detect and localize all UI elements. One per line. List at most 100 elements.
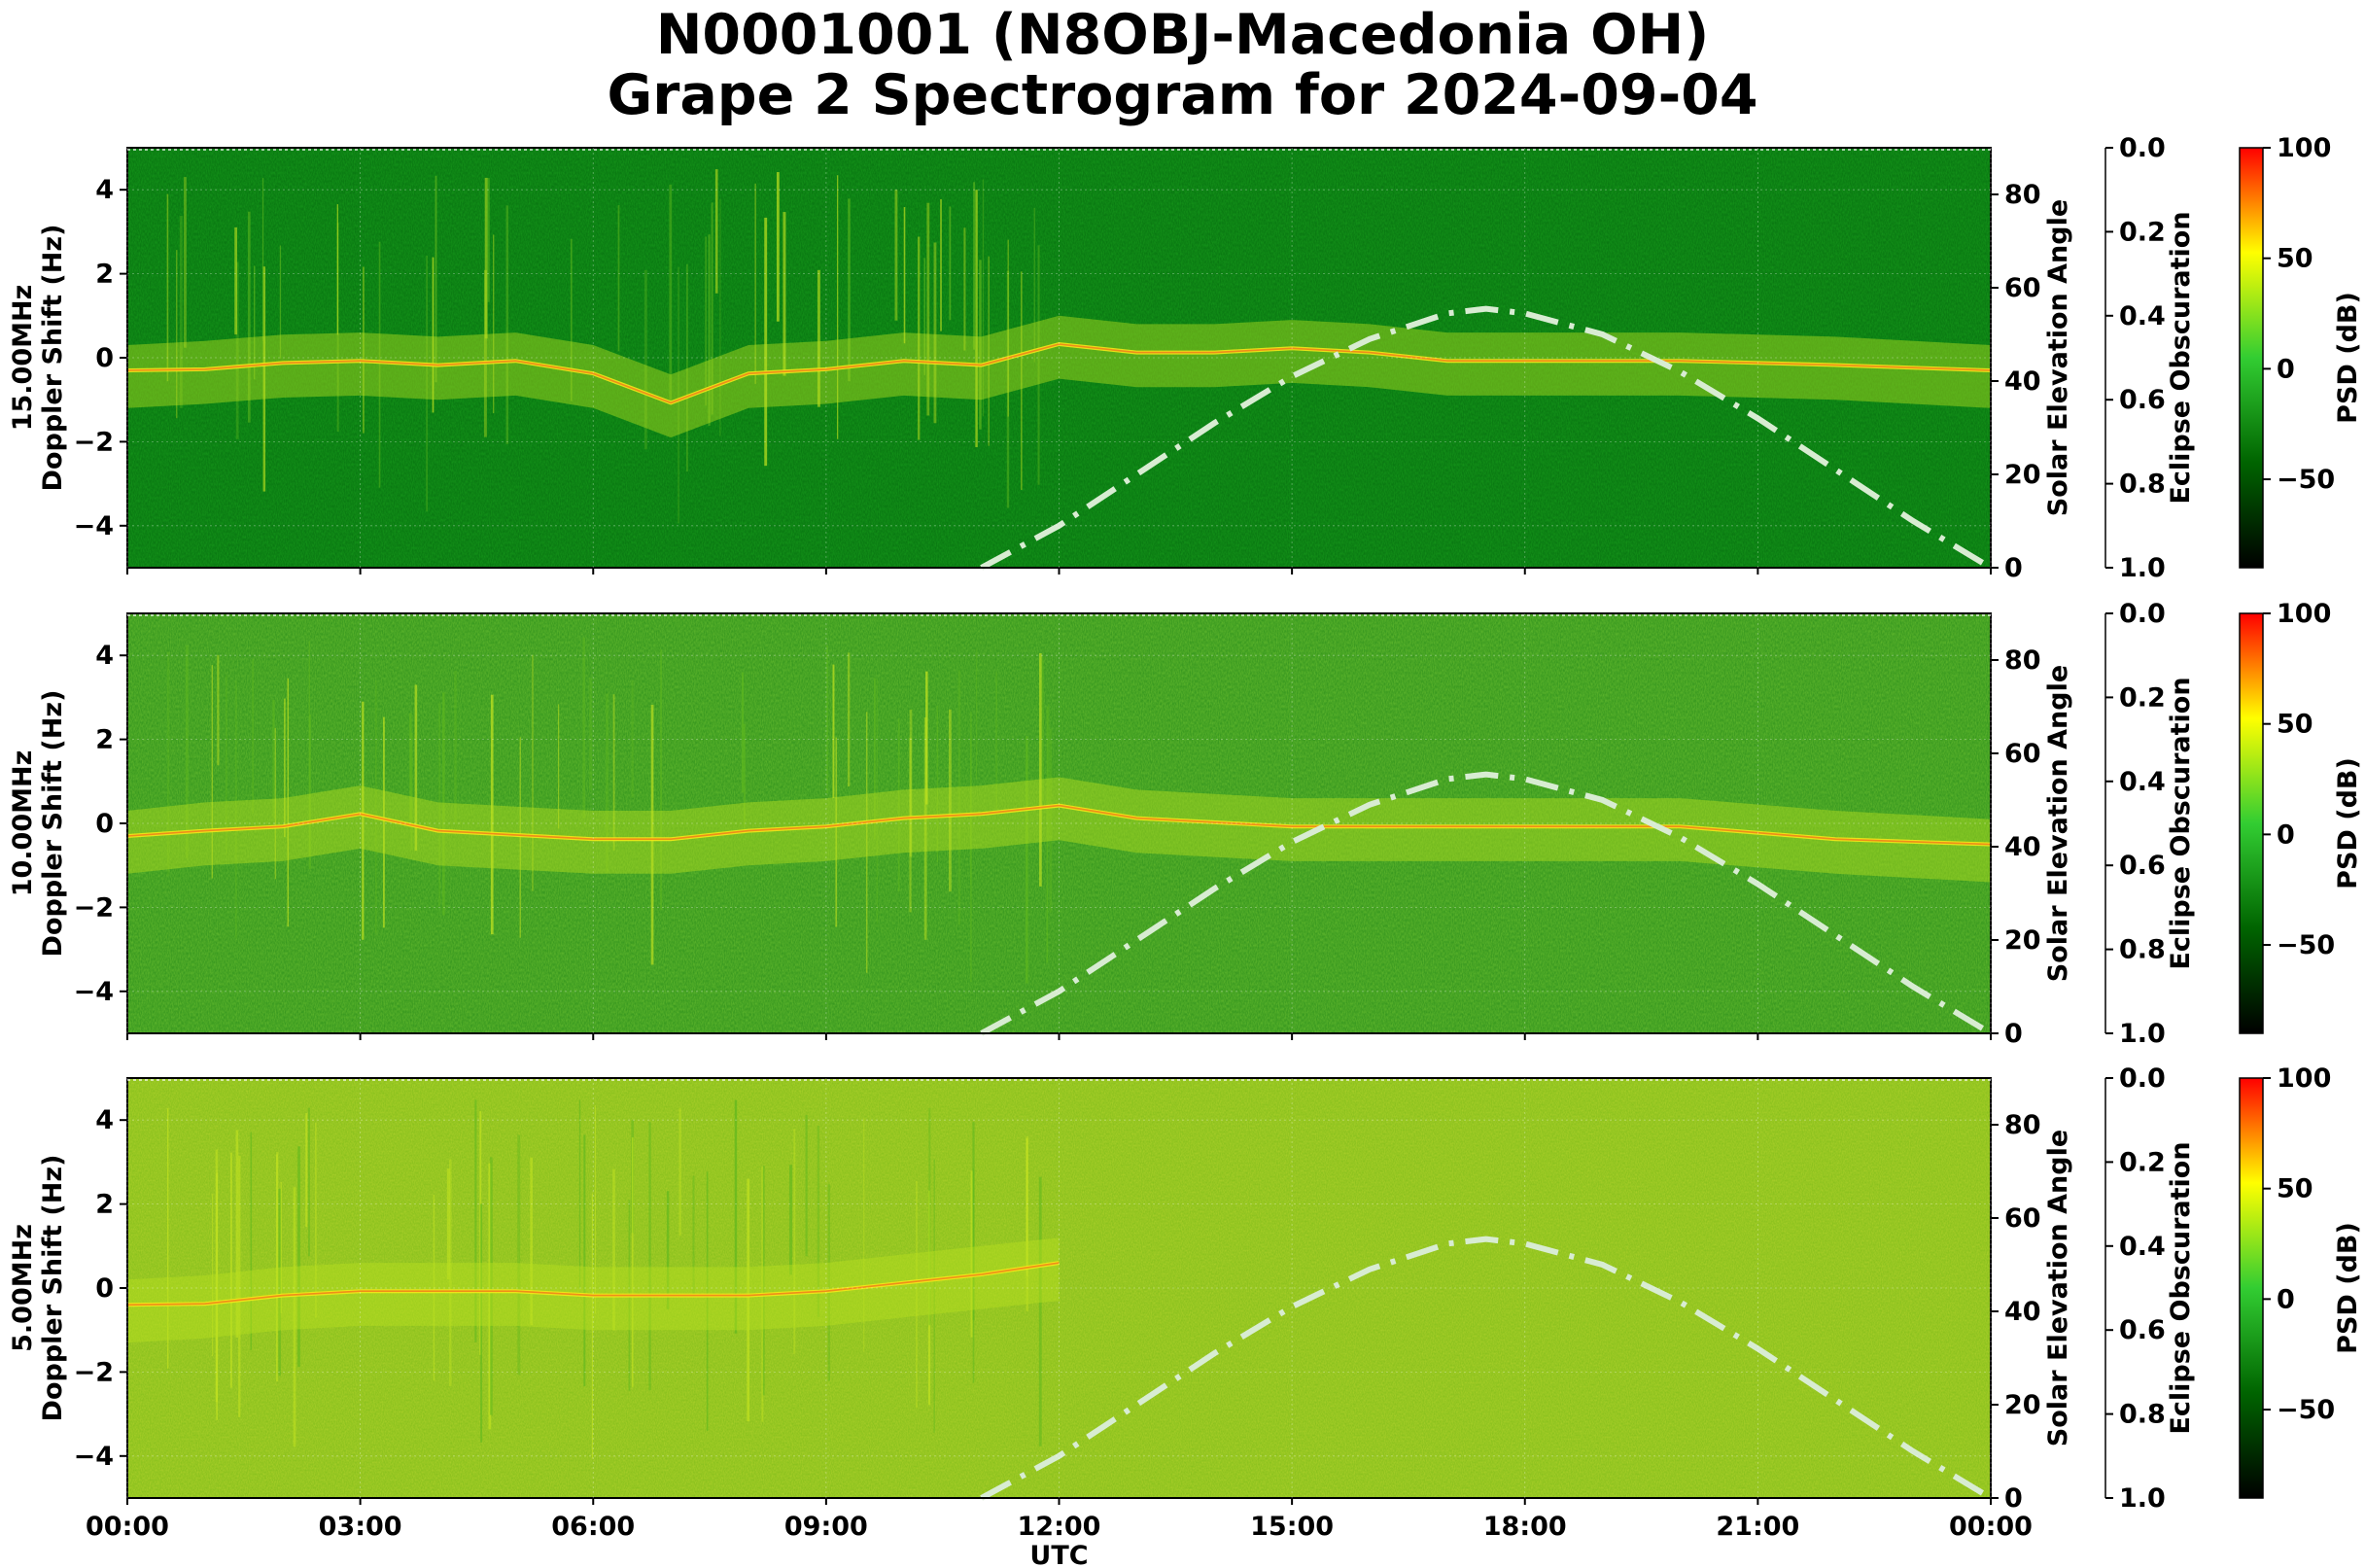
psd-tick-label: −50	[2277, 1395, 2335, 1425]
eclipse-tick-label: 0.2	[2119, 1147, 2166, 1177]
spectrogram-streak	[589, 678, 593, 791]
elevation-tick-label: 0	[2004, 1019, 2023, 1049]
spectrogram-streak	[454, 670, 457, 823]
spectrogram-streak	[505, 205, 509, 444]
spectrogram-streak	[975, 648, 978, 780]
spectrogram-streak	[741, 672, 745, 793]
spectrogram-streak	[650, 705, 654, 965]
elevation-tick-label: 40	[2004, 832, 2041, 862]
time-tick-label: 00:00	[86, 1512, 169, 1542]
spectrogram-streak	[963, 227, 966, 351]
spectrogram-streak	[1026, 736, 1028, 984]
spectrogram-streak	[926, 202, 930, 416]
spectrogram-streak	[876, 679, 878, 924]
spectrogram-streak	[362, 266, 365, 434]
spectrogram-streak	[297, 1146, 300, 1368]
psd-tick-label: 0	[2277, 1284, 2295, 1314]
eclipse-tick-label: 1.0	[2119, 1483, 2166, 1514]
spectrogram-streak	[433, 1194, 435, 1381]
eclipse-tick-label: 0.6	[2119, 385, 2166, 415]
spectrogram-streak	[847, 652, 851, 787]
spectrogram-streak	[185, 645, 189, 858]
spectrogram-streak	[1048, 703, 1050, 841]
psd-tick-label: 100	[2277, 133, 2331, 163]
spectrogram-streak	[591, 1193, 593, 1459]
spectrogram-streak	[874, 678, 876, 840]
spectrogram-streak	[835, 737, 838, 927]
spectrogram-streak	[284, 698, 286, 837]
spectrogram-streak	[776, 172, 780, 322]
spectrogram-streak	[909, 737, 912, 913]
spectrogram-streak	[215, 1149, 219, 1403]
spectrogram-streak	[995, 672, 997, 810]
spectrogram-streak	[517, 1134, 521, 1376]
eclipse-tick-label: 0.0	[2119, 133, 2166, 163]
spectrogram-streak	[261, 178, 264, 341]
elevation-tick-label: 80	[2004, 180, 2041, 210]
eclipse-axis-label: Eclipse Obscuration	[2166, 677, 2196, 969]
spectrogram-streak	[1041, 657, 1044, 802]
doppler-tick-label: 4	[95, 175, 114, 205]
spectrogram-streak	[825, 645, 828, 793]
doppler-label: Doppler Shift (Hz)	[38, 225, 68, 492]
eclipse-tick-label: 0.8	[2119, 470, 2166, 500]
spectrogram-streak	[570, 238, 573, 401]
doppler-tick-label: −4	[74, 1442, 114, 1472]
spectrogram-streak	[234, 680, 237, 939]
time-tick-label: 15:00	[1250, 1512, 1334, 1542]
doppler-spread	[127, 777, 1991, 883]
spectrogram-streak	[383, 716, 385, 928]
spectrogram-streak	[1046, 706, 1049, 963]
elevation-tick-label: 40	[2004, 1297, 2041, 1327]
spectrogram-streak	[217, 654, 220, 766]
spectrogram-streak	[1033, 207, 1035, 363]
time-axis-label: UTC	[1029, 1541, 1088, 1568]
spectrogram-streak	[276, 1154, 278, 1382]
time-tick-label: 18:00	[1483, 1512, 1567, 1542]
spectrogram-streak	[678, 1107, 681, 1237]
spectrogram-streak	[176, 250, 178, 419]
doppler-spread	[127, 1237, 1060, 1343]
spectrogram-streak	[1006, 270, 1010, 508]
spectrogram-streak	[272, 699, 275, 819]
spectrogram-streak	[1026, 1137, 1028, 1276]
panel-15-00mhz: 420−2−415.00MHzDoppler Shift (Hz)8060402…	[8, 133, 2363, 583]
spectrogram-streak	[863, 1118, 865, 1352]
psd-tick-label: −50	[2277, 465, 2335, 495]
doppler-tick-label: 2	[95, 725, 114, 755]
time-tick-label: 21:00	[1716, 1512, 1799, 1542]
spectrogram-streak	[979, 260, 982, 430]
spectrogram-streak	[252, 659, 255, 814]
elevation-axis-label: Solar Elevation Angle	[2043, 665, 2073, 982]
doppler-spread	[127, 315, 1991, 438]
spectrogram-streak	[617, 205, 620, 352]
spectrogram-streak	[166, 651, 170, 876]
frequency-label: 10.00MHz	[8, 750, 38, 897]
doppler-tick-label: 4	[95, 641, 114, 671]
spectrogram-streak	[179, 216, 183, 408]
doppler-axis-label: 10.00MHzDoppler Shift (Hz)	[8, 690, 68, 958]
eclipse-tick-label: 0.4	[2119, 1232, 2166, 1262]
eclipse-tick-label: 0.6	[2119, 851, 2166, 881]
spectrogram-streak	[212, 1194, 214, 1356]
spectrogram-streak	[988, 256, 990, 446]
spectrogram-streak	[278, 1188, 281, 1376]
spectrogram-streak	[211, 665, 213, 879]
spectrogram-streak	[519, 737, 521, 938]
spectrogram-streak	[229, 1152, 232, 1388]
doppler-tick-label: −2	[74, 1357, 114, 1387]
psd-tick-label: 50	[2277, 710, 2313, 740]
spectrogram-streak	[606, 693, 609, 874]
spectrogram-streak	[530, 1157, 533, 1326]
time-tick-label: 09:00	[784, 1512, 868, 1542]
eclipse-tick-label: 0.8	[2119, 1400, 2166, 1430]
spectrogram-streak	[747, 1178, 750, 1422]
doppler-tick-label: −2	[74, 427, 114, 457]
spectrogram-streak	[927, 1190, 931, 1406]
spectrogram-streak	[764, 217, 768, 467]
spectrogram-streak	[1038, 1176, 1042, 1446]
spectrogram-streak	[1021, 271, 1023, 490]
psd-tick-label: 50	[2277, 244, 2313, 274]
elevation-tick-label: 80	[2004, 645, 2041, 676]
spectrogram-streak	[1007, 239, 1009, 417]
